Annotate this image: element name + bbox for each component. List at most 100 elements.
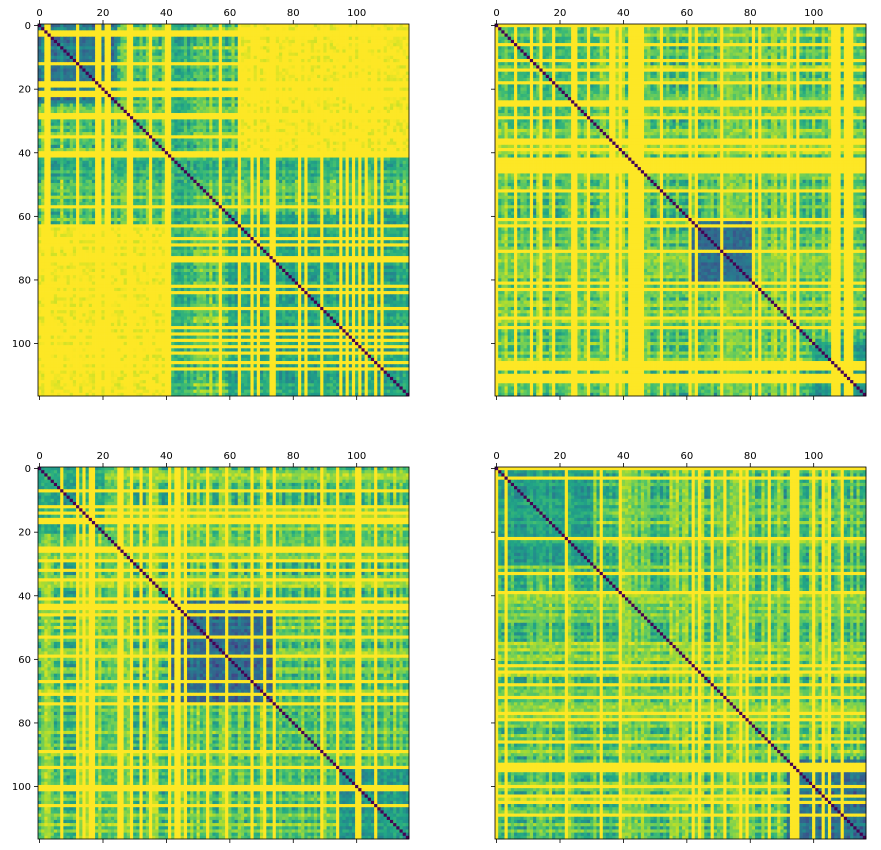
- heatmap-cell: [162, 59, 166, 63]
- heatmap-cell: [48, 107, 52, 111]
- heatmap-cell: [76, 40, 80, 44]
- heatmap-cell: [222, 84, 226, 88]
- heatmap-cell: [393, 46, 397, 50]
- heatmap-cell: [282, 110, 286, 114]
- heatmap-cell: [374, 88, 378, 92]
- heatmap-cell: [212, 116, 216, 120]
- heatmap-cell: [206, 37, 210, 41]
- heatmap-cell: [86, 135, 90, 139]
- heatmap-cell: [336, 91, 340, 95]
- heatmap-cell: [225, 116, 229, 120]
- heatmap-cell: [285, 30, 289, 34]
- heatmap-cell: [168, 126, 172, 130]
- heatmap-cell: [67, 100, 71, 104]
- heatmap-cell: [98, 43, 102, 47]
- heatmap-cell: [187, 62, 191, 66]
- heatmap-cell: [222, 78, 226, 82]
- heatmap-cell: [311, 46, 315, 50]
- heatmap-cell: [111, 30, 115, 34]
- heatmap-cell: [298, 103, 302, 107]
- heatmap-cell: [79, 97, 83, 101]
- heatmap-cell: [143, 43, 147, 47]
- heatmap-cell: [273, 65, 277, 69]
- heatmap-cell: [377, 123, 381, 127]
- heatmap-cell: [190, 24, 194, 28]
- heatmap-cell: [361, 132, 365, 136]
- heatmap-cell: [342, 119, 346, 123]
- heatmap-cell: [197, 59, 201, 63]
- heatmap-cell: [399, 69, 403, 73]
- heatmap-cell: [212, 53, 216, 57]
- heatmap-cell: [311, 107, 315, 111]
- heatmap-cell: [336, 88, 340, 92]
- heatmap-cell: [311, 59, 315, 63]
- heatmap-cell: [190, 94, 194, 98]
- heatmap-cell: [273, 34, 277, 38]
- heatmap-cell: [393, 27, 397, 31]
- heatmap-cell: [181, 65, 185, 69]
- heatmap-cell: [276, 116, 280, 120]
- heatmap-cell: [225, 84, 229, 88]
- heatmap-cell: [203, 100, 207, 104]
- heatmap-cell: [323, 46, 327, 50]
- heatmap-cell: [98, 91, 102, 95]
- heatmap-cell: [289, 107, 293, 111]
- heatmap-cell: [139, 107, 143, 111]
- heatmap-cell: [165, 113, 169, 117]
- heatmap-cell: [292, 135, 296, 139]
- heatmap-cell: [143, 135, 147, 139]
- heatmap-cell: [178, 81, 182, 85]
- heatmap-cell: [67, 110, 71, 114]
- heatmap-cell: [127, 81, 131, 85]
- heatmap-cell: [133, 97, 137, 101]
- heatmap-cell: [54, 75, 58, 79]
- heatmap-cell: [333, 72, 337, 76]
- heatmap-cell: [73, 43, 77, 47]
- heatmap-cell: [257, 126, 261, 130]
- heatmap-cell: [92, 97, 96, 101]
- heatmap-cell: [317, 27, 321, 31]
- heatmap-cell: [266, 84, 270, 88]
- heatmap-cell: [231, 78, 235, 82]
- heatmap-cell: [371, 37, 375, 41]
- heatmap-cell: [67, 69, 71, 73]
- heatmap-cell: [387, 24, 391, 28]
- heatmap-cell: [63, 94, 67, 98]
- heatmap-cell: [276, 34, 280, 38]
- heatmap-cell: [38, 81, 42, 85]
- heatmap-cell: [76, 91, 80, 95]
- heatmap-cell: [181, 123, 185, 127]
- heatmap-cell: [86, 37, 90, 41]
- heatmap-cell: [327, 78, 331, 82]
- heatmap-cell: [130, 40, 134, 44]
- heatmap-cell: [212, 27, 216, 31]
- heatmap-cell: [308, 24, 312, 28]
- heatmap-cell: [342, 123, 346, 127]
- heatmap-cell: [298, 91, 302, 95]
- heatmap-cell: [235, 97, 239, 101]
- heatmap-cell: [282, 100, 286, 104]
- heatmap-cell: [63, 69, 67, 73]
- heatmap-cell: [304, 103, 308, 107]
- heatmap-cell: [238, 24, 242, 28]
- heatmap-cell: [250, 34, 254, 38]
- heatmap-cell: [41, 65, 45, 69]
- heatmap-cell: [292, 72, 296, 76]
- heatmap-cell: [304, 94, 308, 98]
- heatmap-cell: [143, 62, 147, 66]
- heatmap-cell: [263, 40, 267, 44]
- heatmap-cell: [95, 43, 99, 47]
- heatmap-cell: [387, 27, 391, 31]
- heatmap-cell: [235, 88, 239, 92]
- heatmap-cell: [82, 94, 86, 98]
- heatmap-cell: [193, 81, 197, 85]
- heatmap-cell: [285, 126, 289, 130]
- heatmap-cell: [219, 113, 223, 117]
- heatmap-cell: [235, 53, 239, 57]
- heatmap-cell: [133, 132, 137, 136]
- heatmap-cell: [212, 34, 216, 38]
- heatmap-cell: [38, 91, 42, 95]
- heatmap-cell: [235, 129, 239, 133]
- heatmap-cell: [254, 75, 258, 79]
- heatmap-cell: [384, 119, 388, 123]
